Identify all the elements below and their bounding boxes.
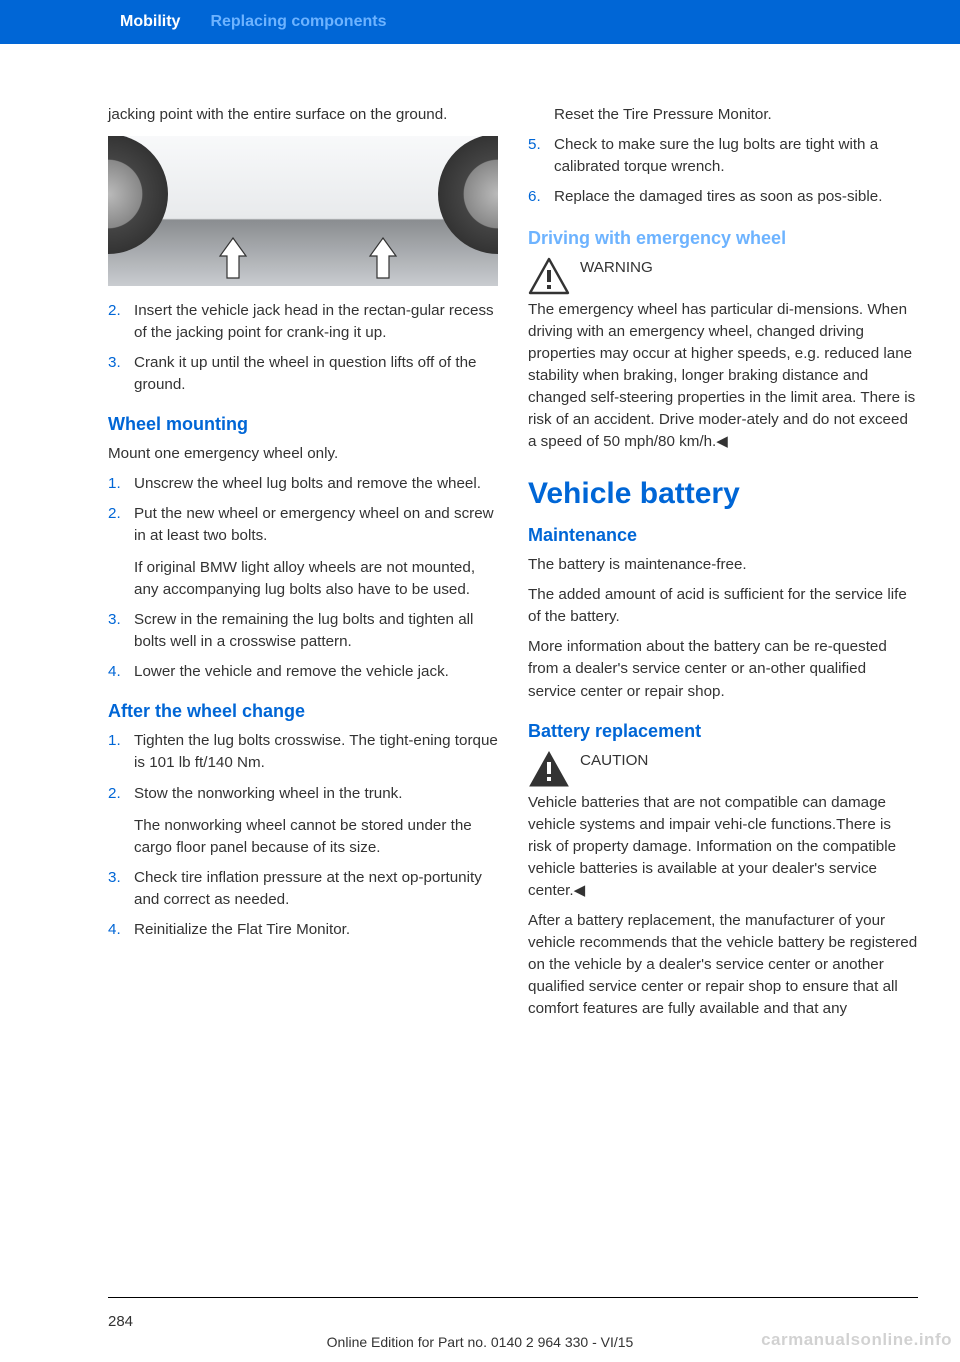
figure-wheel-right — [438, 136, 498, 254]
steps-d-list: 5.Check to make sure the lug bolts are t… — [528, 134, 918, 208]
heading-vehicle-battery: Vehicle battery — [528, 477, 918, 511]
watermark: carmanualsonline.info — [761, 1330, 952, 1350]
step-text: Unscrew the wheel lug bolts and remove t… — [134, 473, 498, 495]
step-num: 4. — [108, 661, 134, 683]
step-text: Check tire inflation pressure at the nex… — [134, 867, 498, 911]
jacking-point-figure — [108, 136, 498, 286]
left-column: jacking point with the entire surface on… — [108, 104, 498, 1028]
list-item: 4.Reinitialize the Flat Tire Monitor. — [108, 919, 498, 941]
step-text-main: Stow the nonworking wheel in the trunk. — [134, 785, 402, 802]
heading-maintenance: Maintenance — [528, 525, 918, 546]
maint-p3: More information about the battery can b… — [528, 636, 918, 702]
footer-rule — [108, 1297, 918, 1298]
steps-c-list: 1.Tighten the lug bolts crosswise. The t… — [108, 730, 498, 940]
step-text: Crank it up until the wheel in question … — [134, 352, 498, 396]
step-text-main: Put the new wheel or emergency wheel on … — [134, 505, 494, 544]
header-tab-replacing: Replacing components — [210, 13, 386, 31]
list-item: 5.Check to make sure the lug bolts are t… — [528, 134, 918, 178]
list-item: 3.Screw in the remaining the lug bolts a… — [108, 609, 498, 653]
right-column: Reset the Tire Pressure Monitor. 5.Check… — [528, 104, 918, 1028]
caution-block: CAUTION — [528, 750, 918, 788]
list-item: 2.Insert the vehicle jack head in the re… — [108, 300, 498, 344]
list-item: 1.Tighten the lug bolts crosswise. The t… — [108, 730, 498, 774]
heading-driving-emergency: Driving with emergency wheel — [528, 228, 918, 249]
caution-title: CAUTION — [580, 750, 648, 772]
cont-line: Reset the Tire Pressure Monitor. — [528, 104, 918, 126]
step-num: 2. — [108, 503, 134, 601]
step-text: Insert the vehicle jack head in the rect… — [134, 300, 498, 344]
step-subtext: If original BMW light alloy wheels are n… — [134, 557, 498, 601]
page-body: jacking point with the entire surface on… — [0, 44, 960, 1028]
list-item: 4.Lower the vehicle and remove the vehic… — [108, 661, 498, 683]
step-num: 6. — [528, 186, 554, 208]
warning-block: WARNING — [528, 257, 918, 295]
maint-p1: The battery is maintenance-free. — [528, 554, 918, 576]
header-bar: Mobility Replacing components — [0, 0, 960, 44]
batt-repl-para: After a battery replacement, the manufac… — [528, 910, 918, 1020]
step-num: 4. — [108, 919, 134, 941]
caution-body: Vehicle batteries that are not compatibl… — [528, 792, 918, 902]
intro-text: jacking point with the entire surface on… — [108, 104, 498, 126]
list-item: 1.Unscrew the wheel lug bolts and remove… — [108, 473, 498, 495]
header-tab-mobility: Mobility — [120, 13, 210, 31]
step-num: 2. — [108, 783, 134, 859]
step-num: 1. — [108, 473, 134, 495]
step-text: Stow the nonworking wheel in the trunk. T… — [134, 783, 498, 859]
step-text: Put the new wheel or emergency wheel on … — [134, 503, 498, 601]
list-item: 3.Check tire inflation pressure at the n… — [108, 867, 498, 911]
list-item: 6.Replace the damaged tires as soon as p… — [528, 186, 918, 208]
step-num: 1. — [108, 730, 134, 774]
step-num: 3. — [108, 352, 134, 396]
figure-wheel-left — [108, 136, 168, 254]
maint-p2: The added amount of acid is sufficient f… — [528, 584, 918, 628]
step-num: 3. — [108, 867, 134, 911]
step-num: 2. — [108, 300, 134, 344]
warning-body: The emergency wheel has particular di‐me… — [528, 299, 918, 453]
figure-arrow-1 — [218, 236, 248, 280]
figure-arrow-2 — [368, 236, 398, 280]
wheel-mount-intro: Mount one emergency wheel only. — [108, 443, 498, 465]
step-num: 3. — [108, 609, 134, 653]
warning-title: WARNING — [580, 257, 653, 279]
step-text: Check to make sure the lug bolts are tig… — [554, 134, 918, 178]
heading-wheel-mounting: Wheel mounting — [108, 414, 498, 435]
steps-a-list: 2.Insert the vehicle jack head in the re… — [108, 300, 498, 396]
list-item: 2.Put the new wheel or emergency wheel o… — [108, 503, 498, 601]
caution-icon — [528, 750, 570, 788]
steps-b-list: 1.Unscrew the wheel lug bolts and remove… — [108, 473, 498, 683]
list-item: 3.Crank it up until the wheel in questio… — [108, 352, 498, 396]
list-item: 2.Stow the nonworking wheel in the trunk… — [108, 783, 498, 859]
heading-battery-replacement: Battery replacement — [528, 721, 918, 742]
step-text: Tighten the lug bolts crosswise. The tig… — [134, 730, 498, 774]
step-text: Screw in the remaining the lug bolts and… — [134, 609, 498, 653]
warning-icon — [528, 257, 570, 295]
step-text: Replace the damaged tires as soon as pos… — [554, 186, 918, 208]
page-number: 284 — [108, 1313, 133, 1330]
step-text: Reinitialize the Flat Tire Monitor. — [134, 919, 498, 941]
heading-after-wheel-change: After the wheel change — [108, 701, 498, 722]
step-text: Lower the vehicle and remove the vehicle… — [134, 661, 498, 683]
step-num: 5. — [528, 134, 554, 178]
step-subtext: The nonworking wheel cannot be stored un… — [134, 815, 498, 859]
